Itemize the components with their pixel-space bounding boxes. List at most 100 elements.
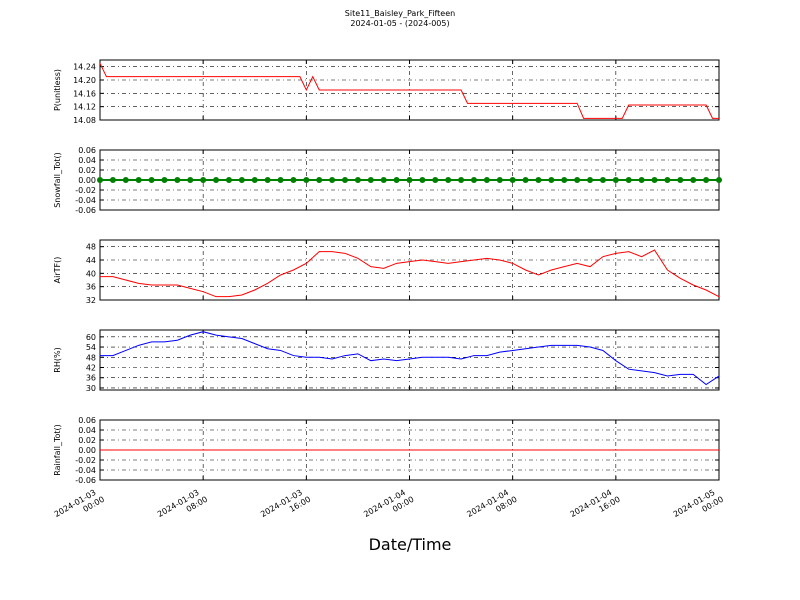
y-tick-label: 0.06 [78,146,96,155]
data-line [99,63,719,119]
y-tick-label: -0.04 [75,196,96,205]
y-tick-label: -0.06 [75,206,96,215]
data-point [213,177,220,183]
y-axis-label: Rainfall_Tot() [53,424,62,476]
figure-subtitle: 2024-01-05 - (2024-005) [350,19,449,28]
x-tick-label: 2024-01-0416:00 [569,486,622,528]
data-point [703,177,710,183]
y-tick-label: 0.04 [78,156,96,165]
y-axis-label: Snowfall_Tot() [53,152,62,208]
y-tick-label: 14.24 [73,63,96,72]
data-point [109,177,116,183]
y-tick-label: 48 [86,353,96,362]
y-tick-label: 14.08 [73,116,96,125]
data-point [445,177,452,183]
data-point [470,177,477,183]
data-point [535,177,542,183]
y-tick-label: -0.02 [75,186,96,195]
data-point [187,177,194,183]
data-line [100,249,720,298]
y-axis-label: RH(%) [53,347,62,372]
y-axis-label: P(unitless) [53,69,62,111]
data-point [135,177,142,183]
data-point [200,177,207,183]
y-tick-label: -0.02 [75,456,96,465]
y-tick-label: 42 [86,364,96,373]
data-point [354,177,361,183]
data-point [432,177,439,183]
plot-frame [99,239,720,301]
data-point [599,177,606,183]
data-point [548,177,555,183]
data-point [522,177,529,183]
y-tick-label: 30 [86,384,96,393]
x-tick-label: 2024-01-0316:00 [259,486,312,528]
data-point [716,177,722,183]
plot-frame [99,329,720,391]
data-point [574,177,581,183]
data-point [638,177,645,183]
y-tick-label: 14.12 [73,103,96,112]
y-tick-label: -0.04 [75,466,96,475]
data-point [329,177,336,183]
y-tick-label: 14.16 [73,89,96,98]
x-tick-label: 2024-01-0308:00 [156,486,209,528]
y-tick-label: 60 [86,333,96,342]
data-point [264,177,271,183]
data-point [690,177,697,183]
data-point [342,177,349,183]
data-point [483,177,490,183]
data-point [458,177,465,183]
y-tick-label: 0.06 [78,416,96,425]
data-line [100,331,720,386]
data-point [225,177,232,183]
data-point [496,177,503,183]
x-axis-label: Date/Time [369,535,452,554]
data-point [174,177,181,183]
data-point [625,177,632,183]
y-tick-label: 44 [86,256,96,265]
y-tick-label: -0.06 [75,476,96,485]
data-point [303,177,310,183]
figure-title: Site11_Baisley_Park_Fifteen [345,9,455,18]
data-point [406,177,413,183]
data-point [148,177,155,183]
data-point [561,177,568,183]
y-tick-label: 0.02 [78,166,96,175]
y-tick-label: 36 [86,374,96,383]
data-point [587,177,594,183]
y-tick-label: 54 [86,343,96,352]
y-tick-label: 36 [86,283,96,292]
y-tick-label: 32 [86,296,96,305]
y-tick-label: 0.04 [78,426,96,435]
x-tick-label: 2024-01-0500:00 [672,486,725,528]
data-point [664,177,671,183]
x-tick-label: 2024-01-0408:00 [465,486,518,528]
y-axis-label: AirTF() [53,257,62,284]
data-point [316,177,323,183]
data-point [122,177,129,183]
y-tick-label: 40 [86,269,96,278]
data-point [290,177,297,183]
data-point [97,177,103,183]
data-point [251,177,258,183]
x-tick-label: 2024-01-0300:00 [53,486,106,528]
y-tick-label: 48 [86,243,96,252]
data-point [367,177,374,183]
data-point [380,177,387,183]
data-point [393,177,400,183]
plot-frame [99,59,720,121]
y-tick-label: 14.20 [73,76,96,85]
data-point [509,177,516,183]
data-point [651,177,658,183]
data-point [277,177,284,183]
y-tick-label: 0.00 [78,176,96,185]
y-tick-label: 0.02 [78,436,96,445]
data-point [677,177,684,183]
data-point [419,177,426,183]
data-point [238,177,245,183]
data-point [161,177,168,183]
y-tick-label: 0.00 [78,446,96,455]
x-tick-label: 2024-01-0400:00 [362,486,415,528]
